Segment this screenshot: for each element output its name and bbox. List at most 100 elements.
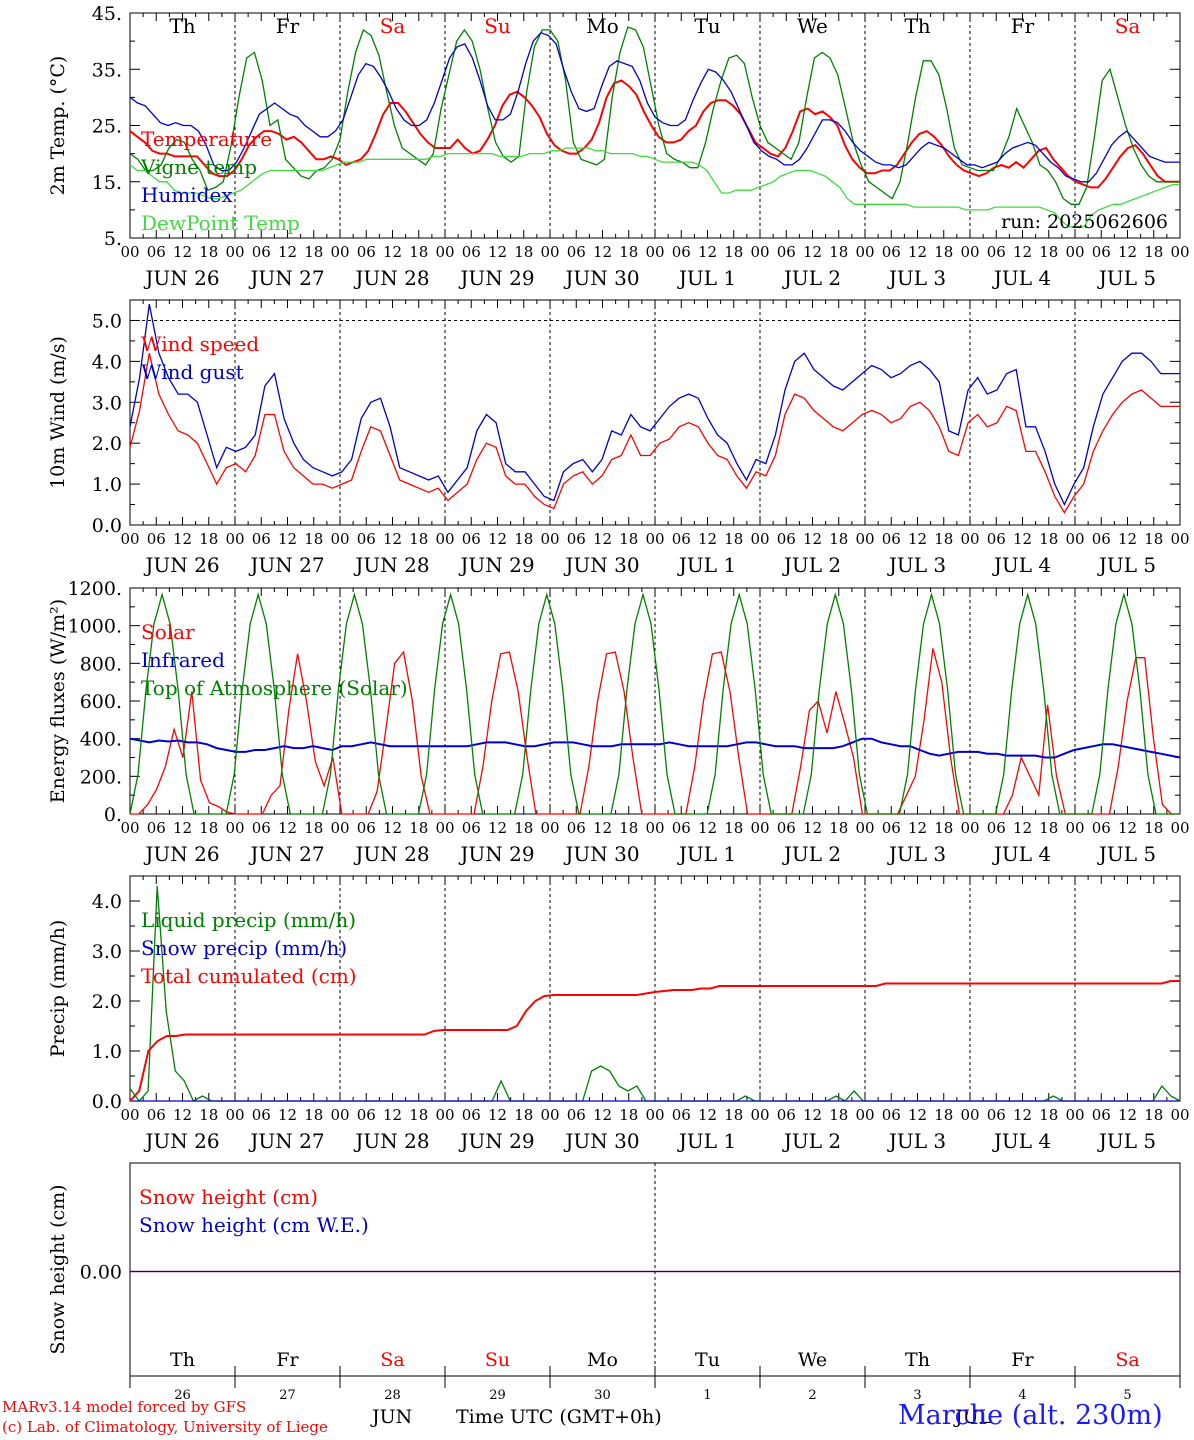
- date-label: JUL 5: [1097, 1129, 1156, 1153]
- hour-label: 06: [252, 819, 271, 837]
- hour-label: 06: [987, 1106, 1006, 1124]
- day-number: 4: [1018, 1388, 1026, 1403]
- y-tick-label: 200.: [80, 766, 122, 788]
- hour-label: 12: [1118, 1106, 1137, 1124]
- panel-4: [129, 875, 1181, 1103]
- hour-label: 00: [855, 819, 874, 837]
- hour-label: 00: [330, 819, 349, 837]
- hour-label: 12: [908, 1106, 927, 1124]
- y-tick-label: 1200.: [68, 578, 122, 600]
- date-label: JUN 27: [248, 266, 324, 290]
- hour-label: 18: [934, 530, 953, 548]
- date-label: JUL 2: [782, 842, 841, 866]
- hour-label: 18: [304, 819, 323, 837]
- weekday-label: Sa: [1115, 1349, 1139, 1371]
- hour-label: 18: [1039, 530, 1058, 548]
- hour-label: 18: [1144, 243, 1163, 261]
- y-tick-label: 0.: [104, 804, 122, 826]
- hour-label: 18: [409, 530, 428, 548]
- hour-label: 06: [1092, 530, 1111, 548]
- hour-label: 06: [252, 530, 271, 548]
- y-axis-title: 2m Temp. (°C): [47, 56, 69, 196]
- day-number: 28: [384, 1388, 401, 1403]
- legend-snow-height-cm-: Snow height (cm): [139, 1185, 318, 1209]
- date-label: JUN 30: [563, 1129, 639, 1153]
- hour-label: 06: [567, 819, 586, 837]
- panel-5: [129, 1162, 1181, 1388]
- hour-label: 18: [829, 819, 848, 837]
- hour-label: 00: [330, 530, 349, 548]
- hour-label: 00: [750, 530, 769, 548]
- date-label: JUL 5: [1097, 553, 1156, 577]
- month-label-2: JUL: [955, 1406, 992, 1428]
- date-label: JUN 29: [458, 842, 534, 866]
- hour-label: 18: [1144, 1106, 1163, 1124]
- hour-label: 00: [750, 819, 769, 837]
- legend-wind-gust: Wind gust: [141, 360, 244, 384]
- hour-label: 12: [908, 819, 927, 837]
- credit-line-lab: (c) Lab. of Climatology, University of L…: [2, 1418, 328, 1436]
- y-tick-label: 600.: [80, 691, 122, 713]
- hour-label: 18: [1039, 243, 1058, 261]
- day-number: 26: [174, 1388, 191, 1403]
- hour-label: 18: [724, 1106, 743, 1124]
- hour-label: 12: [803, 530, 822, 548]
- hour-label: 18: [829, 243, 848, 261]
- date-label: JUN 26: [143, 553, 219, 577]
- hour-label: 18: [199, 819, 218, 837]
- hour-label: 12: [698, 1106, 717, 1124]
- hour-label: 00: [1065, 243, 1084, 261]
- y-tick-label: 15.: [92, 172, 122, 194]
- day-number: 27: [279, 1388, 296, 1403]
- hour-label: 00: [1170, 530, 1189, 548]
- y-tick-label: 25.: [92, 116, 122, 138]
- plot-frame: [129, 12, 1181, 239]
- hour-label: 06: [147, 1106, 166, 1124]
- hour-label: 06: [567, 243, 586, 261]
- hour-label: 06: [462, 243, 481, 261]
- legend-wind-speed: Wind speed: [141, 332, 259, 356]
- hour-label: 12: [173, 243, 192, 261]
- y-tick-label: 2.0: [92, 991, 122, 1013]
- hour-label: 06: [777, 243, 796, 261]
- hour-label: 00: [435, 819, 454, 837]
- hour-label: 00: [120, 243, 139, 261]
- hour-label: 00: [855, 530, 874, 548]
- hour-label: 06: [777, 1106, 796, 1124]
- hour-label: 06: [462, 819, 481, 837]
- hour-label: 18: [304, 530, 323, 548]
- date-label: JUN 27: [248, 1129, 324, 1153]
- hour-label: 00: [225, 819, 244, 837]
- hour-label: 12: [278, 243, 297, 261]
- hour-label: 18: [934, 243, 953, 261]
- y-axis-title: Snow height (cm): [47, 1184, 69, 1354]
- y-axis-title: 10m Wind (m/s): [47, 336, 69, 489]
- month-label: JUN: [372, 1406, 413, 1428]
- hour-label: 06: [567, 1106, 586, 1124]
- date-label: JUL 4: [992, 553, 1051, 577]
- weekday-label: Tu: [694, 14, 720, 38]
- hour-label: 00: [1065, 1106, 1084, 1124]
- weekday-label: Sa: [380, 14, 406, 38]
- hour-label: 06: [147, 243, 166, 261]
- hour-label: 12: [173, 530, 192, 548]
- y-axis-title: Precip (mm/h): [47, 920, 69, 1058]
- hour-label: 06: [672, 530, 691, 548]
- date-label: JUL 3: [887, 1129, 946, 1153]
- hour-label: 00: [540, 1106, 559, 1124]
- hour-label: 00: [750, 1106, 769, 1124]
- date-label: JUL 3: [887, 266, 946, 290]
- weekday-label: Th: [905, 1349, 930, 1371]
- hour-label: 00: [960, 1106, 979, 1124]
- hour-label: 00: [750, 243, 769, 261]
- series-vigne-temp: [129, 26, 1180, 205]
- hour-label: 18: [304, 243, 323, 261]
- hour-label: 12: [1118, 530, 1137, 548]
- panel-1: [129, 12, 1181, 239]
- hour-label: 00: [120, 1106, 139, 1124]
- weekday-label: Sa: [1115, 14, 1141, 38]
- panel-3: [129, 587, 1181, 815]
- hour-label: 00: [1170, 819, 1189, 837]
- series-humidex: [129, 31, 1180, 183]
